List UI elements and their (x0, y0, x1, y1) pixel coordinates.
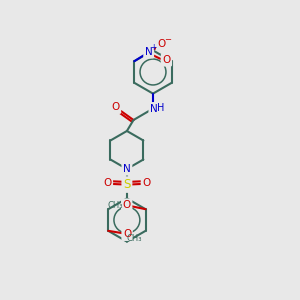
Text: O: O (158, 39, 166, 50)
Text: N: N (123, 164, 131, 174)
Text: H: H (157, 103, 164, 113)
Text: O: O (123, 230, 131, 239)
Text: S: S (123, 178, 130, 191)
Text: +: + (150, 43, 156, 52)
Text: O: O (103, 178, 112, 188)
Text: −: − (164, 35, 171, 44)
Text: CH₃: CH₃ (108, 200, 123, 209)
Text: O: O (162, 55, 170, 65)
Text: N: N (150, 103, 158, 114)
Text: O: O (111, 102, 120, 112)
Text: CH₃: CH₃ (127, 234, 142, 243)
Text: N: N (145, 47, 153, 57)
Text: O: O (142, 178, 151, 188)
Text: O: O (123, 200, 131, 210)
